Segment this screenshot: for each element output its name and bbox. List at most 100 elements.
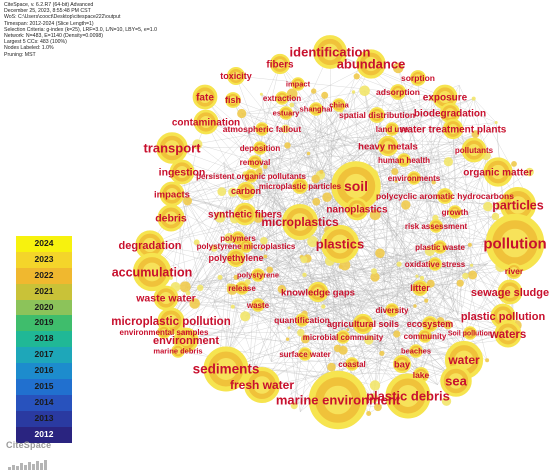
keyword-label[interactable]: marine environment bbox=[276, 393, 401, 408]
keyword-label[interactable]: fish bbox=[225, 95, 241, 105]
keyword-label[interactable]: microplastic pollution bbox=[111, 316, 230, 328]
keyword-label[interactable]: removal bbox=[240, 158, 271, 167]
keyword-label[interactable]: accumulation bbox=[112, 265, 193, 279]
keyword-label[interactable]: plastic waste bbox=[415, 243, 465, 252]
keyword-label[interactable]: waste water bbox=[135, 293, 196, 305]
network-minor-node bbox=[420, 276, 424, 280]
keyword-label[interactable]: ecosystem bbox=[407, 319, 454, 329]
network-minor-node bbox=[457, 280, 464, 287]
keyword-label[interactable]: extraction bbox=[263, 94, 301, 103]
keyword-label[interactable]: bay bbox=[394, 359, 411, 370]
keyword-label[interactable]: release bbox=[228, 284, 256, 293]
keyword-label[interactable]: lake bbox=[413, 370, 430, 380]
keyword-label[interactable]: beaches bbox=[401, 347, 431, 356]
keyword-label[interactable]: particles bbox=[492, 198, 543, 212]
keyword-label[interactable]: microplastics bbox=[261, 215, 339, 229]
keyword-label[interactable]: fresh water bbox=[230, 378, 294, 392]
network-minor-node bbox=[401, 200, 410, 209]
keyword-label[interactable]: fibers bbox=[266, 60, 294, 71]
keyword-label[interactable]: river bbox=[505, 266, 524, 276]
keyword-label[interactable]: surface water bbox=[279, 350, 331, 359]
keyword-label[interactable]: adsorption bbox=[376, 87, 420, 97]
keyword-label[interactable]: water treatment plants bbox=[399, 125, 507, 136]
network-minor-node bbox=[485, 358, 489, 362]
keyword-label[interactable]: risk assessment bbox=[405, 222, 468, 231]
network-minor-node bbox=[462, 273, 468, 279]
keyword-label[interactable]: water bbox=[447, 353, 480, 367]
keyword-label[interactable]: exposure bbox=[423, 93, 468, 104]
keyword-label[interactable]: sorption bbox=[401, 73, 435, 83]
keyword-label[interactable]: oxidative stress bbox=[405, 260, 466, 269]
network-minor-node bbox=[322, 192, 332, 202]
keyword-label[interactable]: atmospheric fallout bbox=[223, 124, 302, 134]
keyword-label[interactable]: abundance bbox=[337, 57, 406, 72]
keyword-label[interactable]: litter bbox=[410, 283, 430, 293]
keyword-label[interactable]: pollution bbox=[483, 235, 546, 252]
network-minor-node bbox=[366, 411, 371, 416]
keyword-label[interactable]: spatial distribution bbox=[339, 110, 415, 120]
keyword-label[interactable]: Soil pollution bbox=[448, 330, 492, 337]
network-minor-node bbox=[339, 265, 343, 269]
keyword-label[interactable]: sea bbox=[445, 374, 467, 389]
keyword-label[interactable]: polyethylene bbox=[208, 253, 263, 263]
logo-bars-icon bbox=[8, 452, 48, 470]
network-minor-node bbox=[483, 202, 493, 212]
keyword-label[interactable]: plastics bbox=[316, 237, 364, 252]
keyword-label[interactable]: waste bbox=[246, 301, 270, 310]
legend-year-2013: 2013 bbox=[16, 411, 72, 427]
keyword-label[interactable]: transport bbox=[143, 141, 201, 156]
network-minor-node bbox=[444, 157, 453, 166]
keyword-label[interactable]: pollutants bbox=[455, 146, 494, 155]
legend-year-2014: 2014 bbox=[16, 395, 72, 411]
keyword-label[interactable]: sewage sludge bbox=[471, 287, 549, 299]
keyword-label[interactable]: waters bbox=[489, 329, 526, 341]
keyword-label[interactable]: agricultural soils bbox=[327, 319, 399, 329]
keyword-label[interactable]: environment bbox=[153, 335, 219, 347]
keyword-label[interactable]: impacts bbox=[154, 189, 190, 200]
keyword-label[interactable]: plastic pollution bbox=[461, 311, 546, 323]
keyword-label[interactable]: soil bbox=[344, 178, 368, 194]
citespace-logo: CiteSpace bbox=[6, 440, 50, 466]
keyword-label[interactable]: polystyrene bbox=[237, 271, 279, 280]
network-minor-node bbox=[286, 338, 289, 341]
keyword-label[interactable]: marine debris bbox=[153, 347, 202, 356]
keyword-label[interactable]: fate bbox=[196, 93, 214, 104]
keyword-label[interactable]: microbial community bbox=[303, 333, 384, 342]
network-minor-node bbox=[302, 273, 306, 277]
keyword-label[interactable]: knowledge gaps bbox=[281, 287, 355, 298]
keyword-label[interactable]: carbon bbox=[231, 186, 261, 196]
keyword-label[interactable]: growth bbox=[442, 208, 469, 217]
network-minor-node bbox=[311, 88, 316, 93]
network-minor-node bbox=[218, 275, 223, 280]
keyword-label[interactable]: china bbox=[329, 101, 349, 110]
network-minor-node bbox=[371, 268, 377, 274]
keyword-label[interactable]: sediments bbox=[193, 362, 260, 377]
network-minor-node bbox=[397, 262, 402, 267]
network-minor-node bbox=[511, 161, 517, 167]
keyword-label[interactable]: impact bbox=[286, 80, 311, 89]
keyword-label[interactable]: heavy metals bbox=[358, 141, 418, 152]
keyword-label[interactable]: biodegradation bbox=[414, 109, 486, 120]
keyword-label[interactable]: debris bbox=[155, 213, 187, 225]
keyword-label[interactable]: estuary bbox=[273, 109, 301, 118]
legend-year-2018: 2018 bbox=[16, 331, 72, 347]
keyword-label[interactable]: deposition bbox=[240, 144, 281, 153]
keyword-label[interactable]: organic matter bbox=[463, 168, 533, 179]
keyword-label[interactable]: persistent organic pollutants bbox=[196, 172, 306, 181]
keyword-label[interactable]: human health bbox=[378, 156, 430, 165]
keyword-label[interactable]: diversity bbox=[376, 306, 409, 315]
legend-year-2022: 2022 bbox=[16, 268, 72, 284]
keyword-label[interactable]: toxicity bbox=[220, 71, 252, 81]
keyword-label[interactable]: degradation bbox=[119, 240, 182, 252]
keyword-label[interactable]: shanghai bbox=[300, 105, 333, 114]
keyword-label[interactable]: microplastic particles bbox=[259, 182, 342, 191]
keyword-label[interactable]: coastal bbox=[338, 360, 366, 369]
keyword-label[interactable]: nanoplastics bbox=[326, 205, 388, 216]
legend-year-2020: 2020 bbox=[16, 300, 72, 316]
keyword-label[interactable]: community bbox=[404, 332, 447, 341]
keyword-label[interactable]: environments bbox=[388, 174, 441, 183]
keyword-label[interactable]: polystyrene microplastics bbox=[197, 242, 296, 251]
keyword-label[interactable]: quantification bbox=[274, 315, 330, 325]
